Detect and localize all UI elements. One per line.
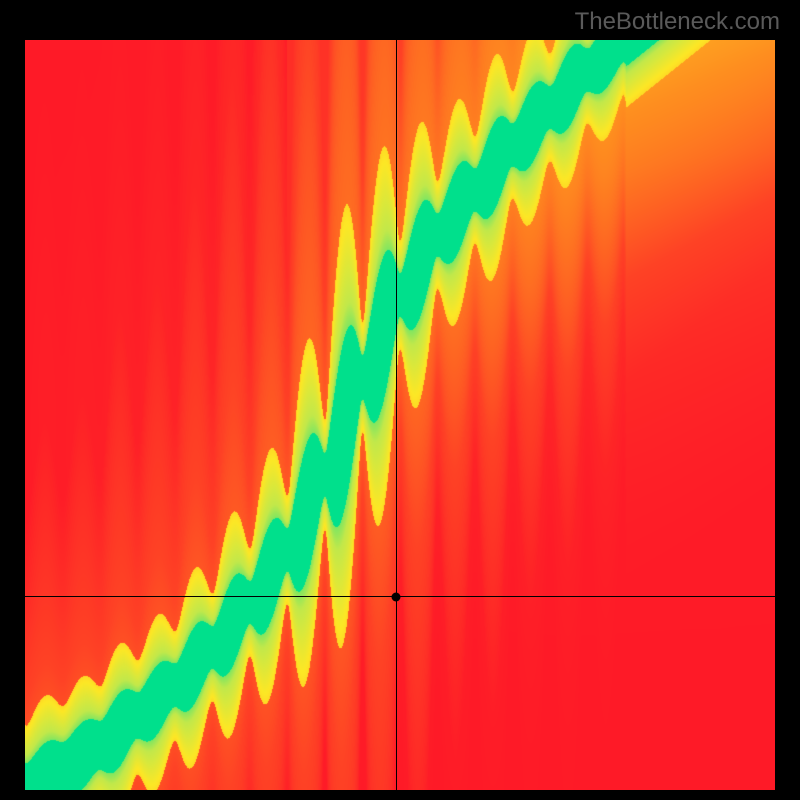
marker-dot — [392, 592, 401, 601]
watermark-text: TheBottleneck.com — [575, 8, 780, 36]
heatmap-plot — [25, 40, 775, 790]
heatmap-canvas — [25, 40, 775, 790]
crosshair-vertical — [396, 40, 398, 790]
